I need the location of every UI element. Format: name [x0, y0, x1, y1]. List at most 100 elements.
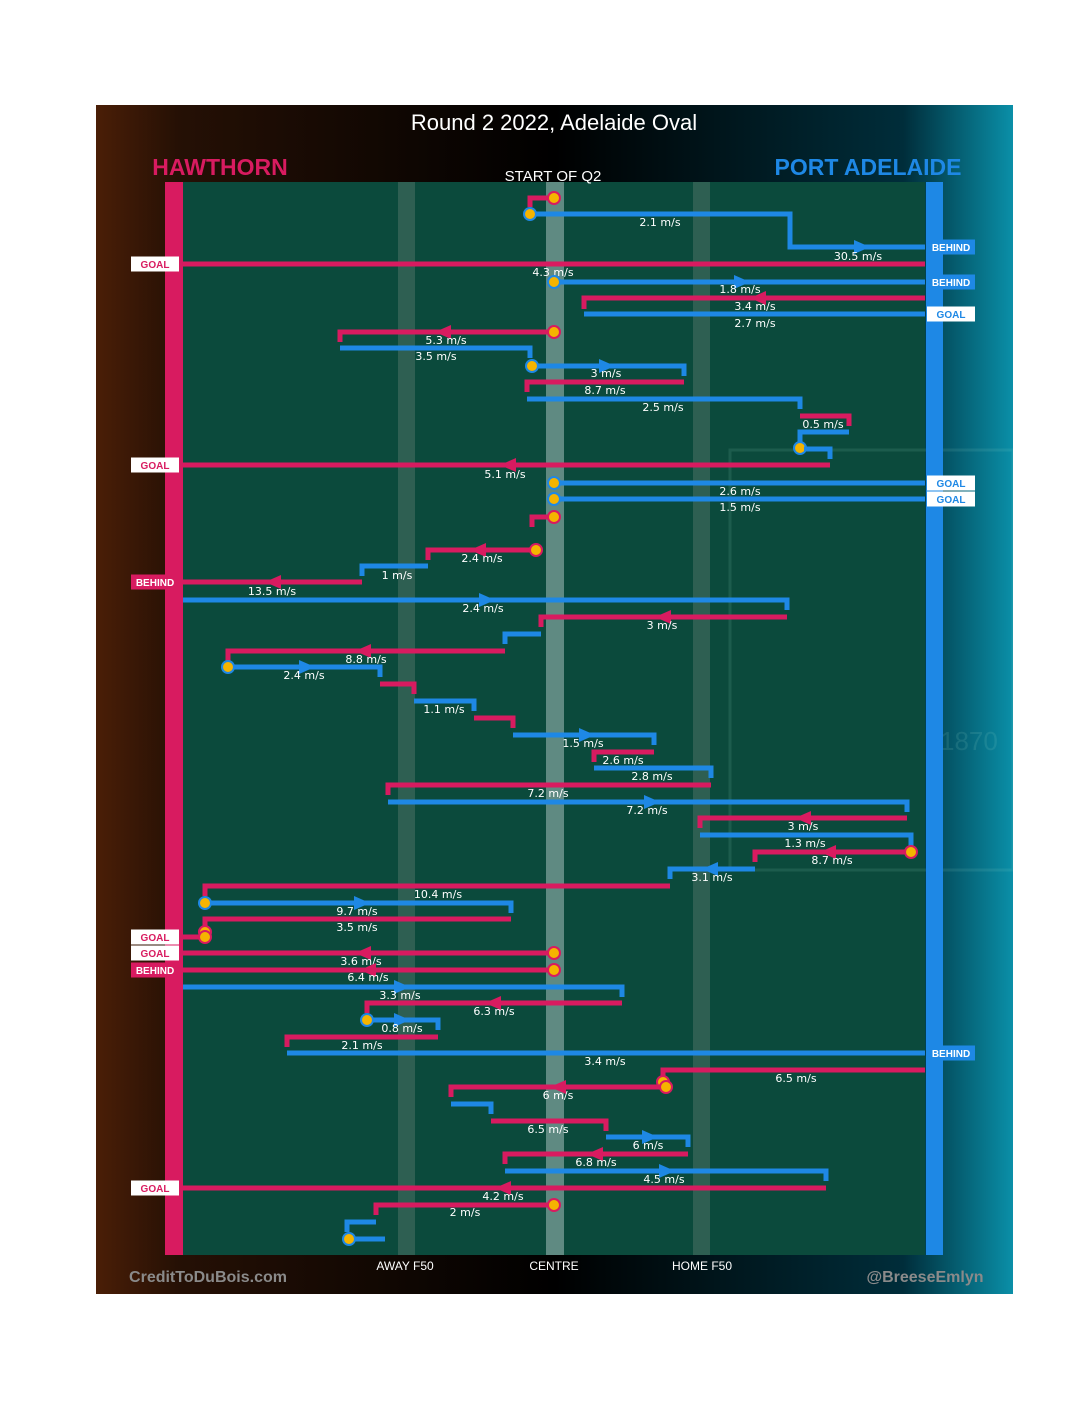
speed-label: 2.6 m/s: [719, 485, 760, 498]
stoppage-marker: [547, 510, 561, 524]
speed-label: 3 m/s: [591, 367, 622, 380]
chain: [524, 379, 684, 392]
speed-label: 6 m/s: [633, 1139, 664, 1152]
stoppage-marker: [523, 207, 537, 221]
speed-label: 2 m/s: [450, 1206, 481, 1219]
stoppage-marker: [547, 476, 561, 490]
chain-line: [532, 363, 687, 376]
chain: [367, 1013, 441, 1030]
speed-label: 6.3 m/s: [473, 1005, 514, 1018]
chain: [183, 1181, 826, 1195]
speed-label: 2.8 m/s: [631, 770, 672, 783]
chain-line: [667, 866, 755, 879]
direction-arrow: [495, 1181, 511, 1195]
direction-arrow: [599, 359, 615, 373]
direction-arrow: [587, 1147, 603, 1161]
chain: [700, 832, 914, 846]
chain: [364, 996, 622, 1013]
stoppage-dot: [523, 207, 537, 221]
outcome-badge: GOAL: [927, 306, 975, 322]
stoppage-marker: [547, 492, 561, 506]
chain-line: [202, 883, 670, 896]
chain-line: [527, 396, 803, 409]
stoppage-dot: [547, 1198, 561, 1212]
chain: [380, 681, 417, 694]
speed-label: 2.4 m/s: [283, 669, 324, 682]
outcome-label: GOAL: [141, 1184, 170, 1195]
outcome-badge: GOAL: [131, 1180, 179, 1196]
chain-line: [581, 295, 925, 309]
chain-line: [591, 749, 654, 762]
direction-arrow: [642, 1130, 658, 1144]
speed-label: 8.8 m/s: [345, 653, 386, 666]
chain-line: [344, 1219, 376, 1232]
stoppage-marker: [360, 1013, 374, 1027]
direction-arrow: [795, 811, 811, 825]
chain-line: [474, 715, 516, 728]
chain: [451, 1101, 494, 1114]
direction-arrow: [750, 291, 766, 305]
direction-arrow: [734, 275, 750, 289]
stoppage-dot: [547, 946, 561, 960]
chain: [527, 396, 803, 409]
stoppage-dot: [659, 1080, 673, 1094]
lane-away-f50: [398, 182, 415, 1255]
chain-line: [205, 900, 514, 913]
stoppage-marker: [659, 1080, 673, 1094]
chain: [513, 728, 657, 745]
chain: [359, 563, 428, 576]
outcome-badge-bg: [927, 306, 975, 322]
chain: [373, 1202, 554, 1215]
speed-label: 10.4 m/s: [414, 888, 462, 901]
chain-line: [752, 849, 911, 862]
direction-arrow: [579, 728, 595, 742]
speed-label: 3.6 m/s: [340, 955, 381, 968]
chain: [344, 1219, 376, 1232]
chain-line: [385, 782, 711, 795]
speed-label: 1 m/s: [382, 569, 413, 582]
watermark-shield: [728, 448, 1013, 872]
speed-label: 3.5 m/s: [336, 921, 377, 934]
watermark-year: 1870: [940, 726, 998, 756]
stoppage-marker: [547, 1198, 561, 1212]
speed-label: 6.5 m/s: [775, 1072, 816, 1085]
stoppage-dot: [547, 191, 561, 205]
outcome-label: GOAL: [141, 949, 170, 960]
chain: [538, 610, 787, 627]
chain-line: [502, 1151, 688, 1164]
outcome-badge: BEHIND: [927, 274, 975, 290]
speed-label: 4.3 m/s: [532, 266, 573, 279]
chain: [385, 782, 711, 795]
outcome-badge: GOAL: [131, 929, 179, 945]
chain-line: [513, 732, 657, 745]
stoppage-marker: [547, 191, 561, 205]
direction-arrow: [659, 1164, 675, 1178]
chain-line: [800, 413, 852, 426]
stoppage-dot: [525, 359, 539, 373]
stoppage-marker: [198, 896, 212, 910]
outcome-badge-bg: [927, 274, 975, 290]
outcome-badge: GOAL: [131, 457, 179, 473]
stoppage-dot: [547, 476, 561, 490]
stoppage-dot: [198, 896, 212, 910]
chain: [183, 963, 554, 977]
direction-arrow: [435, 325, 451, 339]
chain: [554, 275, 925, 289]
chain: [202, 883, 670, 896]
direction-arrow: [854, 240, 870, 254]
stoppage-marker: [529, 543, 543, 557]
stoppage-marker: [547, 275, 561, 289]
direction-arrow: [479, 593, 495, 607]
chain: [502, 1147, 688, 1164]
chain: [474, 715, 516, 728]
hawthorn-label: HAWTHORN: [152, 154, 287, 180]
chain: [205, 896, 514, 913]
speed-label: 1.3 m/s: [784, 837, 825, 850]
speed-label: 5.1 m/s: [484, 468, 525, 481]
x-tick-away-f50: AWAY F50: [376, 1259, 434, 1273]
speed-label: 3 m/s: [647, 619, 678, 632]
speed-label: 2.1 m/s: [341, 1039, 382, 1052]
stoppage-dot: [547, 510, 561, 524]
chain-line: [373, 1202, 554, 1215]
chain: [183, 946, 554, 960]
